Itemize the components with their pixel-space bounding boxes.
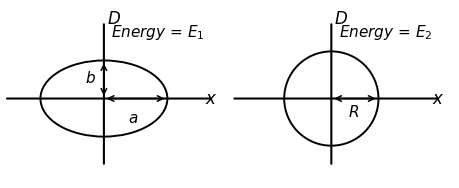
Text: D: D bbox=[107, 10, 120, 28]
Text: x: x bbox=[206, 89, 215, 108]
Text: Energy = $E_2$: Energy = $E_2$ bbox=[339, 23, 432, 42]
Text: Energy = $E_1$: Energy = $E_1$ bbox=[111, 23, 205, 42]
Text: D: D bbox=[335, 10, 348, 28]
Text: R: R bbox=[349, 105, 359, 120]
Text: a: a bbox=[128, 111, 138, 126]
Text: b: b bbox=[85, 71, 95, 86]
Text: x: x bbox=[433, 89, 443, 108]
